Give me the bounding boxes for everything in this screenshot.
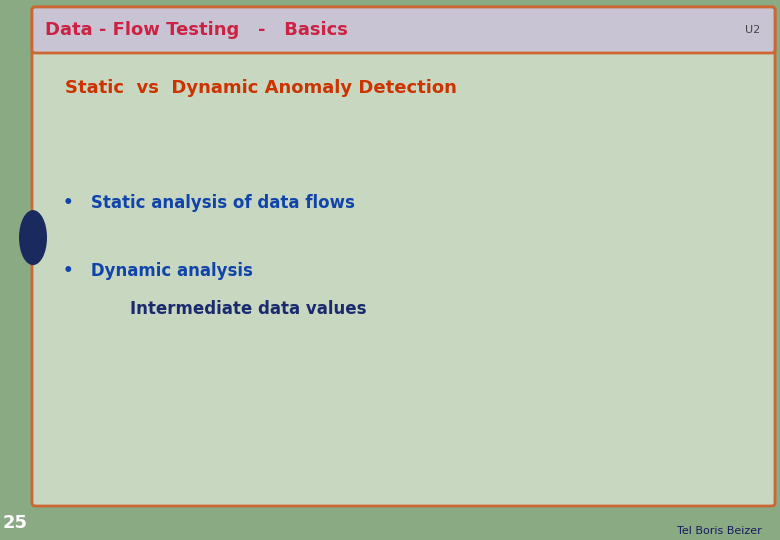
FancyBboxPatch shape (32, 7, 775, 506)
Text: •   Dynamic analysis: • Dynamic analysis (63, 262, 253, 280)
Text: Static  vs  Dynamic Anomaly Detection: Static vs Dynamic Anomaly Detection (65, 79, 457, 97)
Text: 25: 25 (2, 514, 27, 531)
Text: Tel Boris Beizer: Tel Boris Beizer (677, 525, 762, 536)
Ellipse shape (19, 210, 47, 265)
Text: •   Static analysis of data flows: • Static analysis of data flows (63, 194, 355, 212)
FancyBboxPatch shape (32, 7, 775, 53)
Text: Data - Flow Testing   -   Basics: Data - Flow Testing - Basics (45, 21, 348, 39)
Text: U2: U2 (745, 25, 760, 35)
Text: Intermediate data values: Intermediate data values (130, 300, 367, 318)
